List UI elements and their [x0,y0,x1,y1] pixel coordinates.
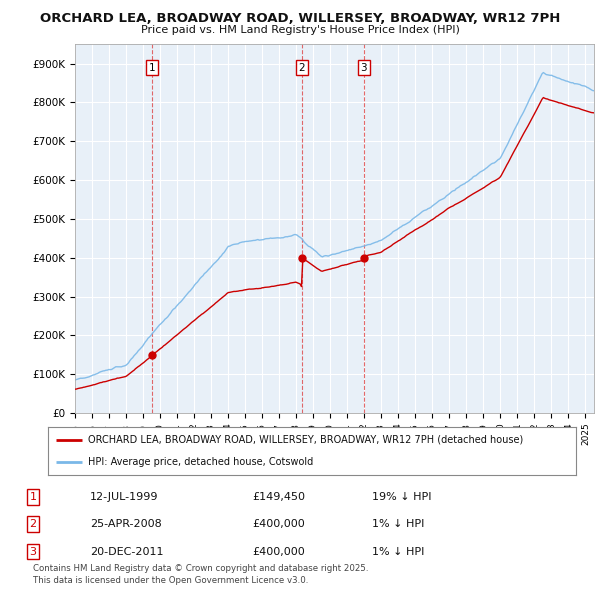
Text: Price paid vs. HM Land Registry's House Price Index (HPI): Price paid vs. HM Land Registry's House … [140,25,460,35]
Text: £400,000: £400,000 [252,519,305,529]
Text: £149,450: £149,450 [252,492,305,502]
Text: 19% ↓ HPI: 19% ↓ HPI [372,492,431,502]
Text: HPI: Average price, detached house, Cotswold: HPI: Average price, detached house, Cots… [88,457,313,467]
Text: 25-APR-2008: 25-APR-2008 [90,519,162,529]
Text: 1% ↓ HPI: 1% ↓ HPI [372,519,424,529]
Text: ORCHARD LEA, BROADWAY ROAD, WILLERSEY, BROADWAY, WR12 7PH (detached house): ORCHARD LEA, BROADWAY ROAD, WILLERSEY, B… [88,435,523,445]
Text: 1% ↓ HPI: 1% ↓ HPI [372,547,424,556]
Text: 1: 1 [149,63,155,73]
Text: 12-JUL-1999: 12-JUL-1999 [90,492,158,502]
Text: 20-DEC-2011: 20-DEC-2011 [90,547,163,556]
Text: 2: 2 [298,63,305,73]
Text: Contains HM Land Registry data © Crown copyright and database right 2025.
This d: Contains HM Land Registry data © Crown c… [33,565,368,585]
Text: 2: 2 [29,519,37,529]
Text: 3: 3 [29,547,37,556]
Text: £400,000: £400,000 [252,547,305,556]
Text: ORCHARD LEA, BROADWAY ROAD, WILLERSEY, BROADWAY, WR12 7PH: ORCHARD LEA, BROADWAY ROAD, WILLERSEY, B… [40,12,560,25]
Text: 1: 1 [29,492,37,502]
Text: 3: 3 [361,63,367,73]
